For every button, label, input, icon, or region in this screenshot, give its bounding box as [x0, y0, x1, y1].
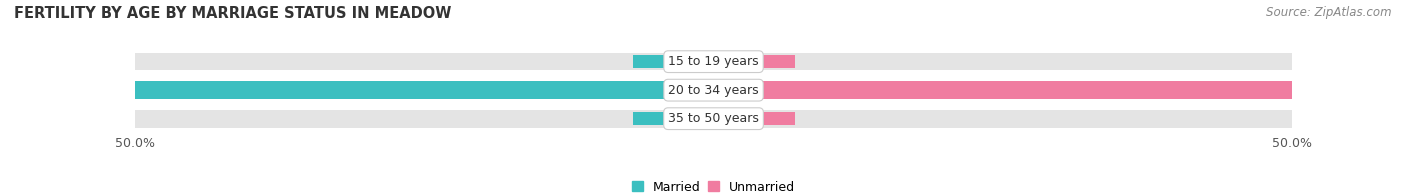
Text: 50.0%: 50.0%	[115, 137, 155, 150]
Text: 35 to 50 years: 35 to 50 years	[668, 112, 759, 125]
Text: 0.0%: 0.0%	[725, 55, 756, 68]
Text: 20 to 34 years: 20 to 34 years	[668, 84, 759, 97]
Legend: Married, Unmarried: Married, Unmarried	[627, 176, 800, 196]
Bar	[633, 84, 679, 96]
Bar	[135, 81, 1292, 99]
Text: 0.0%: 0.0%	[671, 112, 702, 125]
Bar	[714, 81, 1292, 99]
Bar	[135, 81, 714, 99]
Text: FERTILITY BY AGE BY MARRIAGE STATUS IN MEADOW: FERTILITY BY AGE BY MARRIAGE STATUS IN M…	[14, 6, 451, 21]
Text: 15 to 19 years: 15 to 19 years	[668, 55, 759, 68]
Bar	[748, 112, 794, 125]
Bar	[633, 112, 679, 125]
Bar	[748, 84, 794, 96]
Bar	[633, 55, 679, 68]
Bar	[748, 55, 794, 68]
Text: 50.0%: 50.0%	[80, 84, 124, 97]
Text: Source: ZipAtlas.com: Source: ZipAtlas.com	[1267, 6, 1392, 19]
Text: 0.0%: 0.0%	[671, 55, 702, 68]
Text: 50.0%: 50.0%	[1303, 84, 1347, 97]
Bar	[135, 53, 1292, 71]
Text: 0.0%: 0.0%	[725, 112, 756, 125]
Text: 50.0%: 50.0%	[1272, 137, 1312, 150]
Bar	[135, 110, 1292, 128]
